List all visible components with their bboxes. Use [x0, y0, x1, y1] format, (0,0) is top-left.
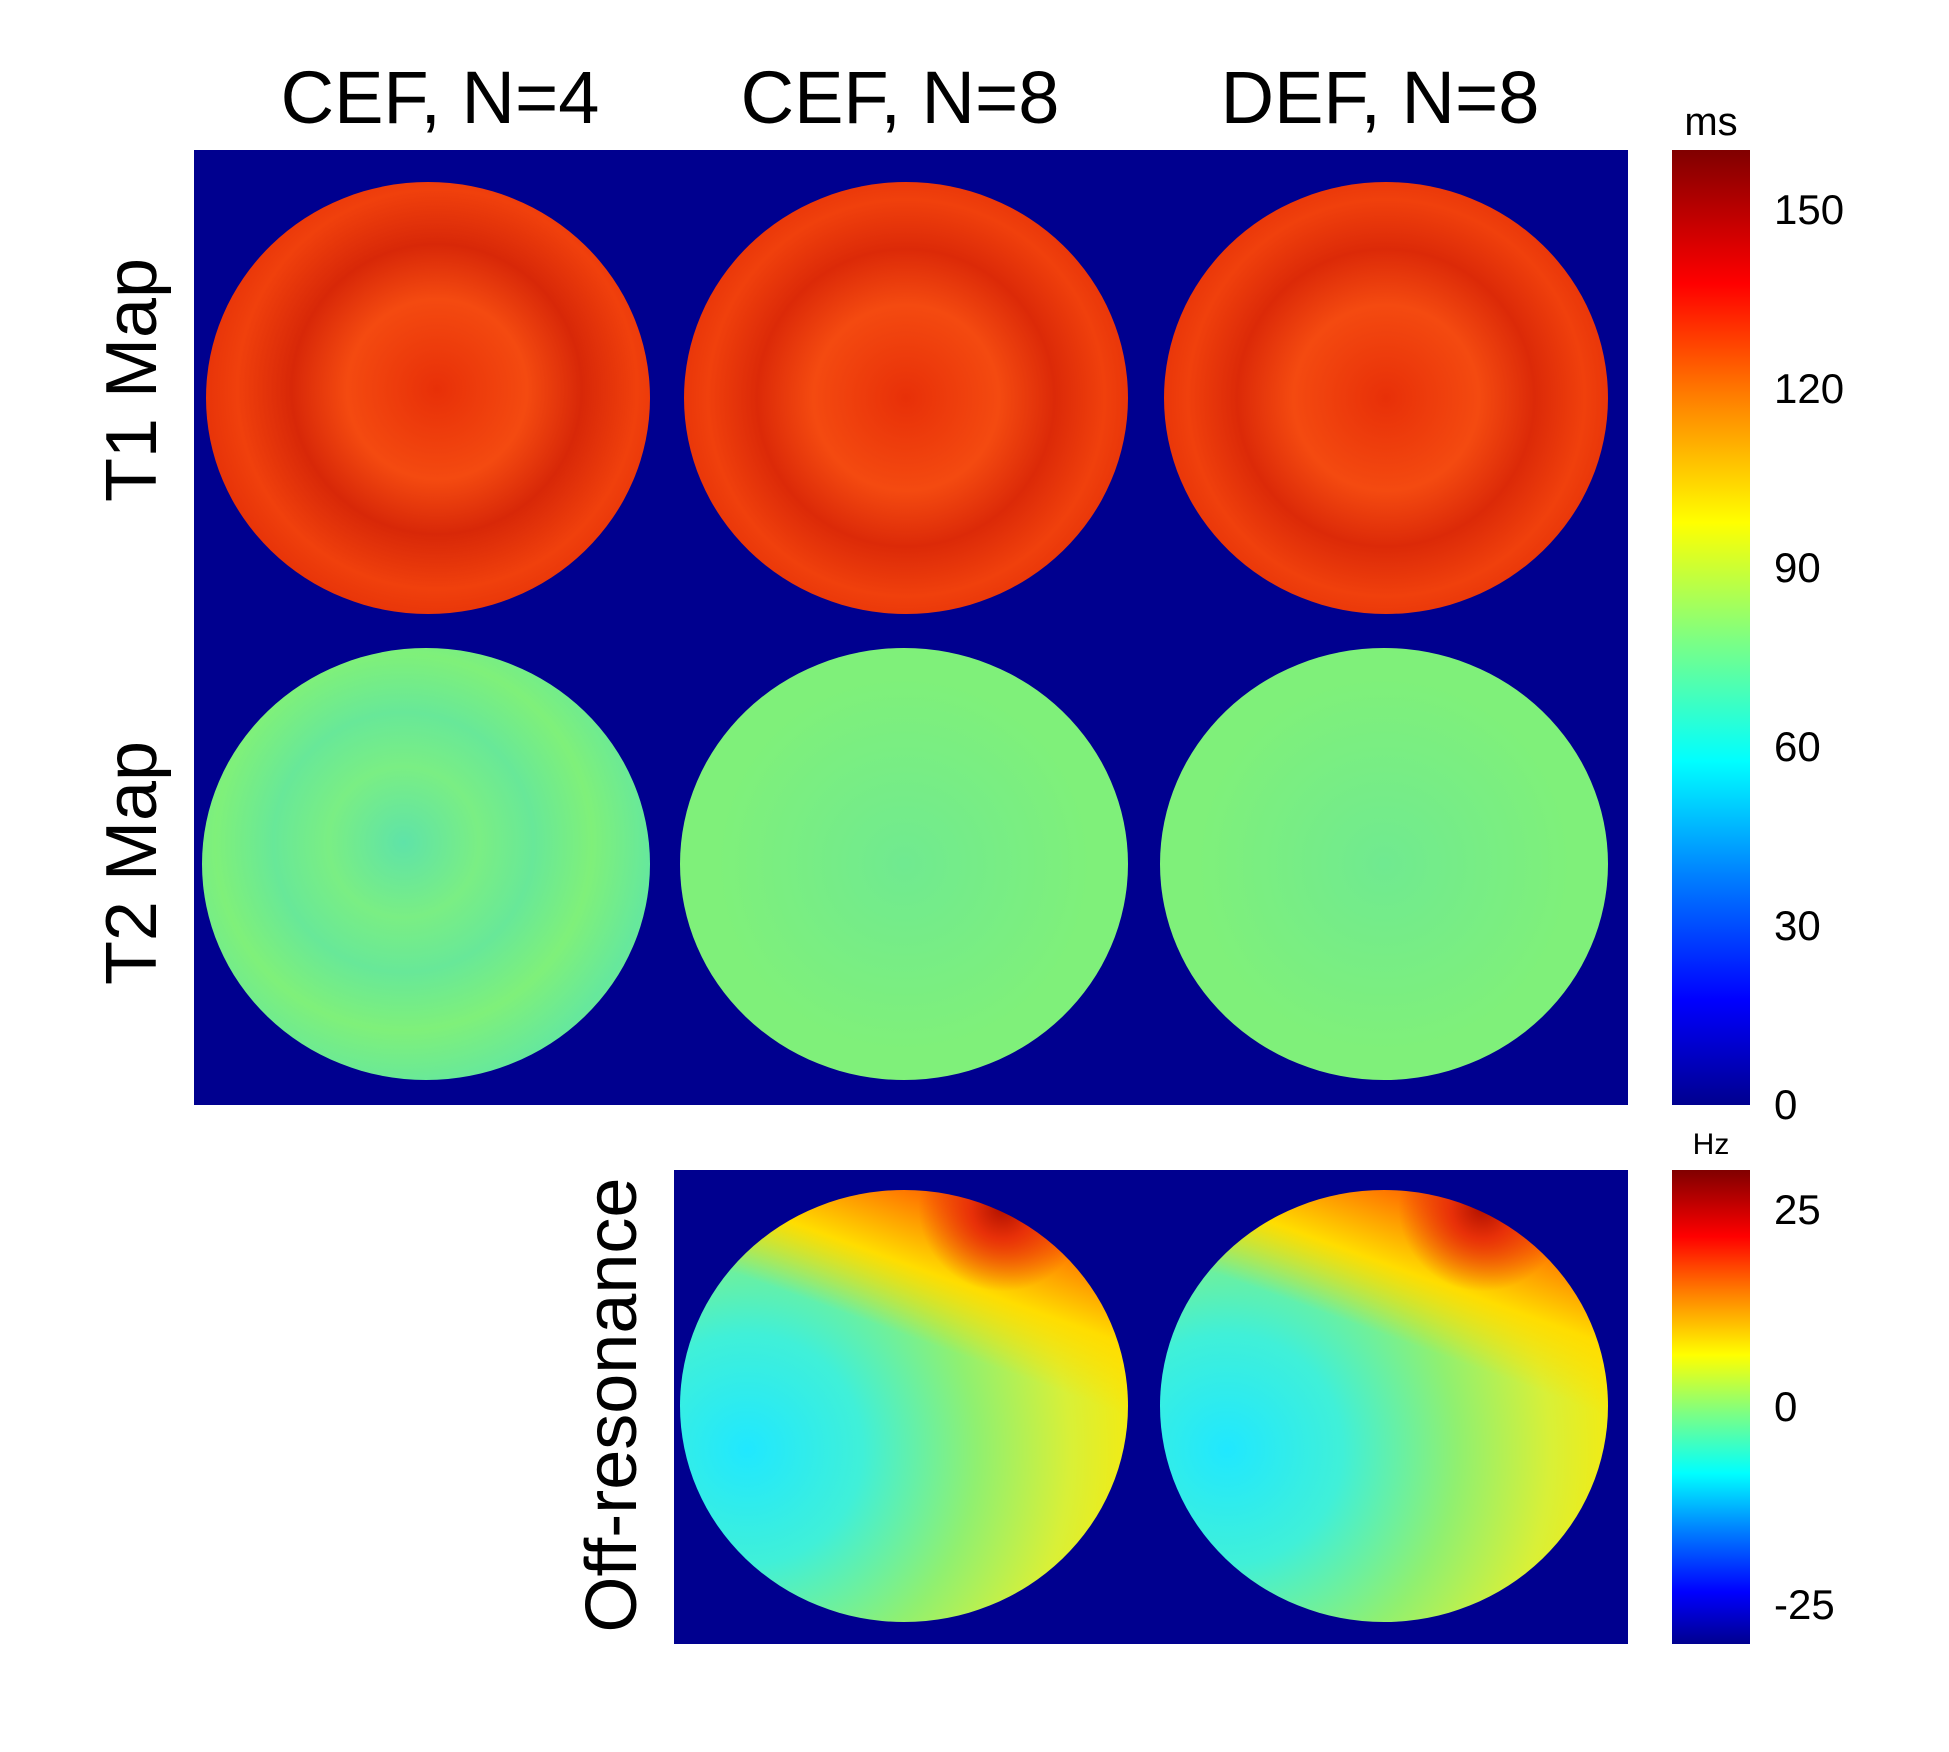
colorbar-ms-unit: ms: [1684, 100, 1738, 144]
off-resonance-panel: [674, 1170, 1628, 1644]
column-title-cef-n4: CEF, N=4: [280, 56, 600, 139]
colorbar-ms-tick-label: 150: [1774, 185, 1845, 233]
colorbar-ms-tick-label: 60: [1774, 722, 1821, 770]
colorbar-hz-tick-label: 25: [1774, 1185, 1821, 1233]
colorbar-ms-tick-label: 120: [1774, 364, 1845, 412]
t1-t2-map-panel: [194, 150, 1628, 1105]
t2-map-cef-n4: [202, 648, 650, 1080]
t1-map-cef-n4: [206, 182, 650, 614]
t2-map-def-n8: [1160, 648, 1608, 1080]
column-title-def-n8: DEF, N=8: [1220, 56, 1540, 139]
colorbar-ms: [1672, 150, 1750, 1105]
colorbar-hz: [1672, 1170, 1750, 1644]
t2-map-cef-n8: [680, 648, 1128, 1080]
colorbar-ms-tick-label: 0: [1774, 1081, 1798, 1128]
colorbar-hz-unit: Hz: [1692, 1128, 1730, 1161]
off-resonance-map-def-n8: [1160, 1190, 1608, 1622]
colorbar-hz-tick-label: -25: [1774, 1580, 1835, 1628]
off-resonance-map-cef-n8: [680, 1190, 1128, 1622]
colorbar-ms-tick-label: 30: [1774, 901, 1821, 949]
t1-map-def-n8: [1164, 182, 1608, 614]
colorbar-hz-tick-label: 0: [1774, 1383, 1798, 1430]
colorbar-ms-tick-label: 90: [1774, 543, 1821, 591]
t1-map-cef-n8: [684, 182, 1128, 614]
column-title-cef-n8: CEF, N=8: [740, 56, 1060, 139]
